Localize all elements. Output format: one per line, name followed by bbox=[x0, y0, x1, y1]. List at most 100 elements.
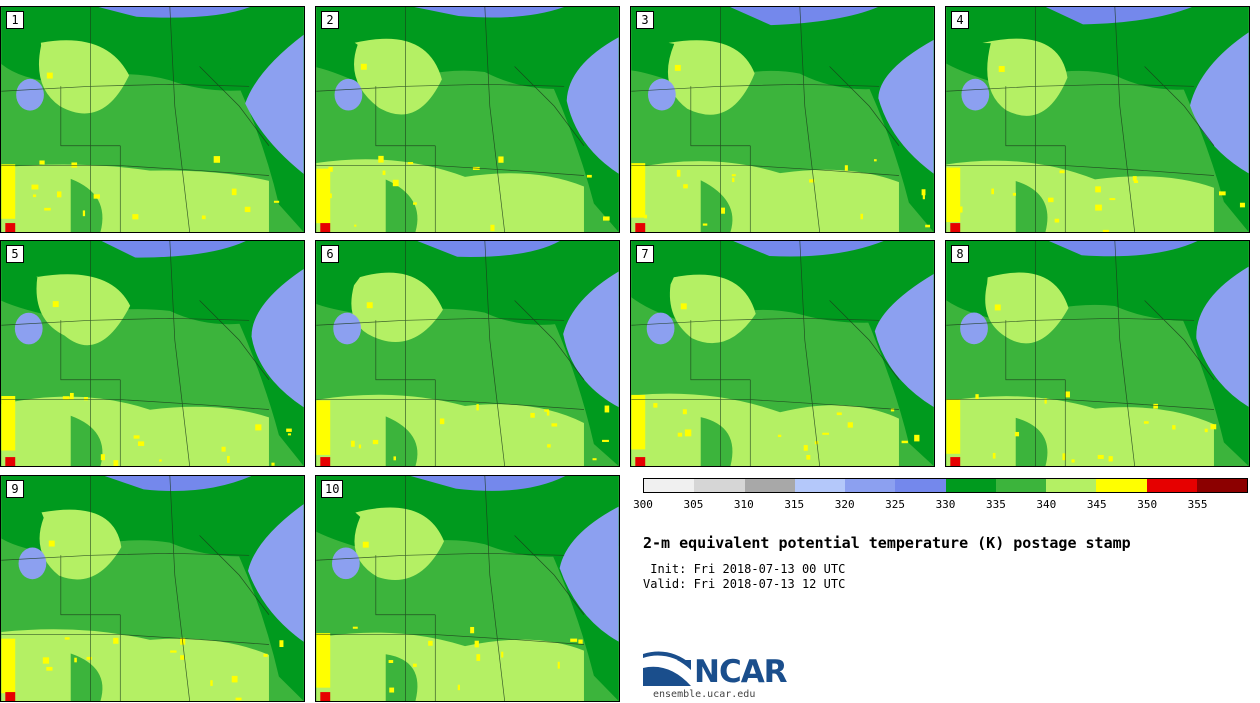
field-hotspot bbox=[213, 156, 221, 163]
field-hotspot bbox=[46, 666, 53, 671]
field-hotspot bbox=[62, 396, 70, 400]
map-panel-7[interactable]: 7 bbox=[630, 240, 935, 467]
state-boundaries bbox=[316, 241, 585, 466]
field-contour-warm bbox=[631, 161, 899, 232]
field-hotspot bbox=[31, 184, 39, 190]
field-hotspot bbox=[822, 432, 830, 435]
field-hotspot bbox=[389, 687, 395, 693]
field-hotspot bbox=[498, 156, 504, 163]
field-contour-warm bbox=[946, 160, 1214, 232]
panel-label-4: 4 bbox=[951, 11, 969, 29]
field-hotspot bbox=[329, 193, 332, 199]
field-hotspot bbox=[1153, 403, 1158, 409]
field-hotspot bbox=[890, 408, 895, 412]
field-hotspot bbox=[231, 188, 237, 196]
field-hotspot bbox=[476, 654, 481, 661]
field-hotspot bbox=[366, 302, 373, 309]
field-hotspot bbox=[352, 626, 358, 629]
state-boundaries bbox=[1, 241, 270, 466]
field-hotspot bbox=[998, 66, 1005, 72]
field-hotspot bbox=[320, 692, 331, 701]
field-hotspot bbox=[557, 661, 560, 669]
colorbar-segment bbox=[995, 479, 1046, 492]
field-hotspot bbox=[635, 223, 646, 232]
field-hotspot bbox=[287, 433, 292, 436]
panel-label-6: 6 bbox=[321, 245, 339, 263]
field-hotspot bbox=[702, 223, 708, 226]
field-hotspot bbox=[602, 439, 609, 442]
field-hotspot bbox=[74, 657, 77, 663]
colorbar-tick-label: 355 bbox=[1187, 498, 1208, 511]
field-hotspot bbox=[1095, 204, 1102, 211]
field-hotspot bbox=[113, 460, 119, 466]
field-hotspot bbox=[677, 432, 683, 437]
field-hotspot bbox=[570, 638, 578, 642]
map-panel-4[interactable]: 4 bbox=[945, 6, 1250, 233]
field-contour-cool bbox=[647, 78, 676, 111]
field-contour-warm bbox=[354, 507, 445, 580]
map-panel-3[interactable]: 3 bbox=[630, 6, 935, 233]
map-panel-6[interactable]: 6 bbox=[315, 240, 620, 467]
field-contour-mid bbox=[700, 417, 733, 466]
field-contour-warm bbox=[982, 38, 1068, 116]
field-contour-cool bbox=[18, 547, 47, 580]
field-hotspot bbox=[921, 189, 926, 196]
field-hotspot bbox=[351, 440, 355, 447]
map-field-4 bbox=[946, 7, 1249, 232]
field-hotspot bbox=[42, 657, 50, 664]
field-hotspot bbox=[93, 194, 100, 199]
field-hotspot bbox=[221, 446, 226, 452]
field-contour-cool bbox=[417, 241, 560, 257]
field-hotspot bbox=[1, 396, 16, 451]
field-hotspot bbox=[180, 655, 185, 660]
field-hotspot bbox=[1133, 180, 1139, 184]
field-hotspot bbox=[1097, 454, 1104, 459]
field-hotspot bbox=[137, 441, 145, 446]
field-hotspot bbox=[52, 301, 59, 308]
field-hotspot bbox=[263, 653, 268, 657]
map-panel-5[interactable]: 5 bbox=[0, 240, 305, 467]
map-field-8 bbox=[946, 241, 1249, 466]
field-hotspot bbox=[113, 637, 119, 644]
map-field-1 bbox=[1, 7, 304, 232]
field-hotspot bbox=[1239, 202, 1245, 208]
field-hotspot bbox=[235, 697, 242, 701]
field-hotspot bbox=[5, 223, 16, 232]
field-contour-cool bbox=[878, 39, 934, 174]
ncar-logo-icon bbox=[643, 651, 691, 686]
field-hotspot bbox=[132, 214, 139, 220]
field-hotspot bbox=[603, 216, 610, 221]
colorbar-tick-label: 305 bbox=[683, 498, 704, 511]
field-contour-cool bbox=[646, 312, 675, 345]
field-hotspot bbox=[439, 418, 445, 425]
field-hotspot bbox=[975, 394, 979, 400]
field-hotspot bbox=[412, 663, 417, 667]
field-hotspot bbox=[32, 194, 37, 198]
map-panel-9[interactable]: 9 bbox=[0, 475, 305, 702]
field-contour-warm bbox=[39, 509, 122, 580]
field-hotspot bbox=[1054, 218, 1060, 223]
field-hotspot bbox=[578, 639, 583, 644]
map-panel-10[interactable]: 10 bbox=[315, 475, 620, 702]
field-hotspot bbox=[1143, 421, 1149, 424]
colorbar-segment bbox=[1046, 479, 1097, 492]
colorbar-tick-label: 340 bbox=[1036, 498, 1057, 511]
field-contour-mid bbox=[70, 653, 103, 701]
map-panel-1[interactable]: 1 bbox=[0, 6, 305, 233]
field-hotspot bbox=[159, 459, 162, 462]
map-panel-8[interactable]: 8 bbox=[945, 240, 1250, 467]
field-hotspot bbox=[428, 640, 433, 646]
field-hotspot bbox=[407, 162, 414, 165]
field-hotspot bbox=[1108, 456, 1113, 462]
field-hotspot bbox=[847, 422, 853, 428]
field-hotspot bbox=[1102, 229, 1109, 232]
field-hotspot bbox=[71, 162, 78, 168]
field-hotspot bbox=[279, 640, 284, 648]
field-hotspot bbox=[86, 656, 92, 660]
field-hotspot bbox=[64, 637, 70, 640]
map-panel-2[interactable]: 2 bbox=[315, 6, 620, 233]
field-contour-mid bbox=[385, 416, 418, 466]
map-field-2 bbox=[316, 7, 619, 232]
field-contour-warm bbox=[316, 632, 584, 701]
ncar-logo-text: NCAR bbox=[694, 654, 788, 690]
